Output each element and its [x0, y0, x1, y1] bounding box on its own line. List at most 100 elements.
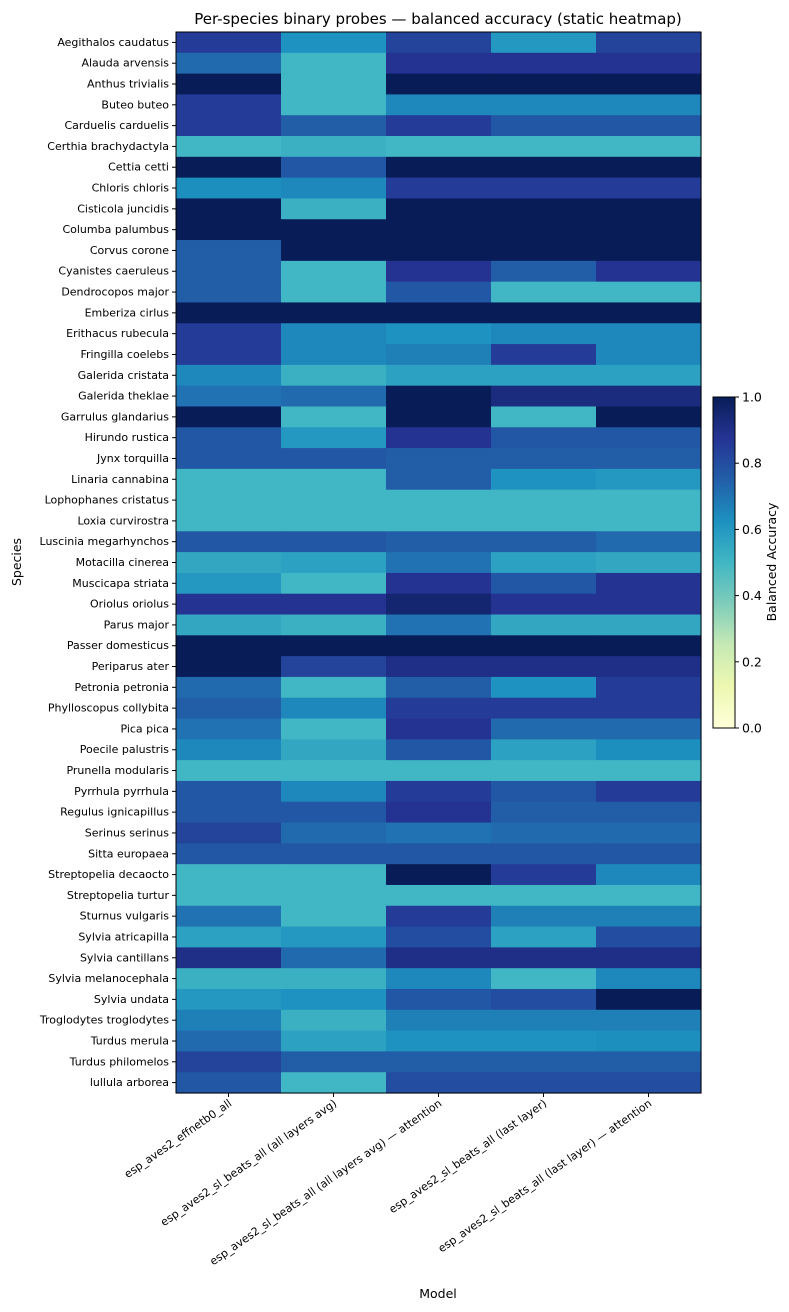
heatmap-cell	[491, 884, 597, 907]
heatmap-cell	[281, 448, 387, 470]
heatmap-cell	[386, 385, 492, 408]
heatmap-cell	[491, 864, 597, 886]
heatmap-cell	[596, 905, 702, 928]
heatmap-cell	[176, 136, 282, 158]
heatmap-cell	[281, 1072, 387, 1094]
heatmap-cell	[176, 281, 282, 304]
heatmap-cell	[281, 219, 387, 241]
heatmap-cell	[281, 947, 387, 969]
heatmap-cell	[176, 926, 282, 948]
heatmap-cell	[281, 614, 387, 636]
y-tick-label: Sylvia cantillans	[80, 951, 169, 964]
x-tick-label: esp_aves2_sl_beats_all (all layers avg) …	[207, 1097, 444, 1268]
heatmap-cell	[596, 884, 702, 907]
heatmap-cell	[386, 73, 492, 96]
y-tick-label: Garrulus glandarius	[61, 410, 169, 423]
y-tick-label: Serinus serinus	[85, 826, 170, 839]
y-tick-label: Streptopelia decaocto	[48, 868, 169, 881]
heatmap-cell	[176, 780, 282, 803]
heatmap-cell	[176, 739, 282, 761]
heatmap-cell	[386, 1051, 492, 1073]
heatmap-cell	[596, 676, 702, 699]
heatmap-cell	[176, 801, 282, 824]
heatmap-cell	[176, 344, 282, 366]
heatmap-cell	[386, 822, 492, 844]
heatmap-cell	[596, 718, 702, 740]
colorbar-tick-label: 1.0	[742, 390, 762, 405]
heatmap-cell	[386, 656, 492, 678]
heatmap-cell	[386, 52, 492, 75]
heatmap-cell	[491, 801, 597, 824]
heatmap-cell	[596, 988, 702, 1011]
heatmap-cell	[281, 323, 387, 345]
colorbar-tick-label: 0.8	[742, 456, 762, 471]
heatmap-cell	[386, 1072, 492, 1094]
heatmap-cell	[491, 427, 597, 449]
heatmap-cell	[281, 635, 387, 657]
heatmap-cell	[491, 614, 597, 636]
heatmap-cell	[491, 468, 597, 491]
heatmap-cell	[176, 531, 282, 553]
heatmap-cell	[596, 406, 702, 428]
y-tick-label: Turdus merula	[90, 1034, 169, 1047]
heatmap-cell	[596, 52, 702, 75]
heatmap-cell	[386, 1030, 492, 1052]
heatmap-cell	[491, 240, 597, 262]
x-axis-label: Model	[419, 1286, 457, 1301]
heatmap-cell	[386, 1009, 492, 1032]
heatmap-cell	[386, 32, 492, 54]
heatmap-cell	[281, 822, 387, 844]
heatmap-cell	[386, 552, 492, 574]
y-tick-label: Sylvia atricapilla	[78, 930, 169, 943]
heatmap-cell	[596, 32, 702, 54]
heatmap-cell	[596, 427, 702, 449]
heatmap-cell	[281, 843, 387, 865]
heatmap-cell	[596, 260, 702, 283]
heatmap-cell	[491, 822, 597, 844]
heatmap-cell	[491, 302, 597, 324]
heatmap-cell	[176, 676, 282, 699]
heatmap-cell	[176, 52, 282, 75]
y-tick-label: Sylvia undata	[94, 993, 169, 1006]
heatmap-cell	[386, 448, 492, 470]
heatmap-cell	[596, 864, 702, 886]
heatmap-cell	[491, 905, 597, 928]
heatmap-cell	[386, 718, 492, 740]
heatmap-cell	[176, 260, 282, 283]
x-tick-label: esp_aves2_effnetb0_all	[122, 1097, 234, 1181]
heatmap-cell	[281, 884, 387, 907]
heatmap-cell	[386, 281, 492, 304]
heatmap-cell	[281, 905, 387, 928]
heatmap-cell	[491, 198, 597, 220]
heatmap-cell	[176, 947, 282, 969]
heatmap-cell	[491, 676, 597, 699]
y-tick-label: Poecile palustris	[80, 743, 170, 756]
heatmap-cell	[386, 94, 492, 116]
heatmap-cell	[176, 884, 282, 907]
heatmap-cell	[491, 177, 597, 200]
heatmap-cell	[176, 635, 282, 657]
heatmap-cell	[491, 94, 597, 116]
heatmap-cell	[176, 510, 282, 532]
heatmap-cell	[386, 177, 492, 200]
heatmap-cell	[176, 73, 282, 96]
heatmap-cell	[281, 489, 387, 512]
heatmap-cell	[176, 219, 282, 241]
heatmap-cell	[281, 801, 387, 824]
heatmap-cell	[281, 198, 387, 220]
heatmap-cell	[176, 656, 282, 678]
y-tick-label: Troglodytes troglodytes	[39, 1014, 169, 1027]
y-tick-label: Columba palumbus	[62, 223, 169, 236]
heatmap-cell	[596, 926, 702, 948]
heatmap-cell	[491, 572, 597, 595]
heatmap-cell	[176, 240, 282, 262]
heatmap-cell	[176, 905, 282, 928]
heatmap-cell	[281, 156, 387, 179]
x-tick-label: esp_aves2_sl_beats_all (all layers avg)	[158, 1097, 339, 1229]
heatmap-cell	[596, 198, 702, 220]
y-tick-label: Parus major	[104, 618, 170, 631]
heatmap-cell	[491, 219, 597, 241]
heatmap-cell	[491, 489, 597, 512]
heatmap-cell	[281, 468, 387, 491]
heatmap-cell	[281, 344, 387, 366]
